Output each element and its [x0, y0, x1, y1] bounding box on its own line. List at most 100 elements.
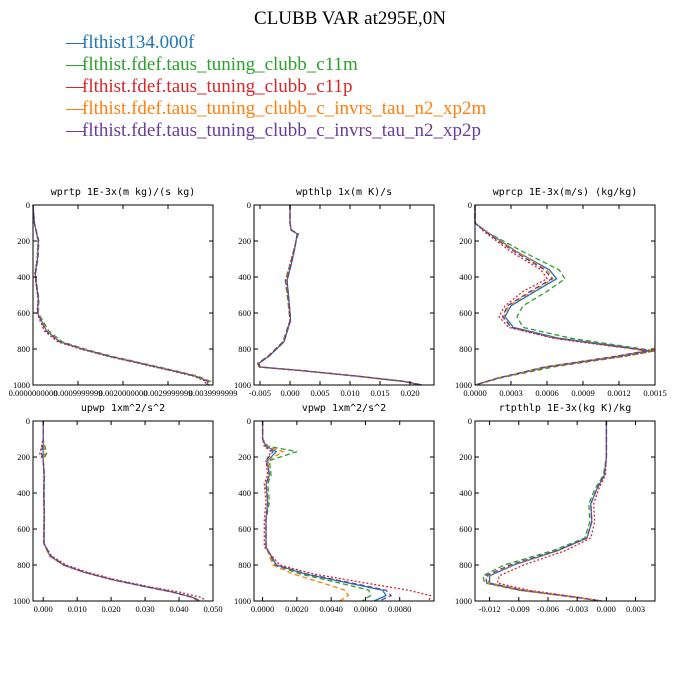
- series-line: [474, 205, 646, 386]
- legend-item: —flthist.fdef.taus_tuning_clubb_c11p: [66, 76, 486, 98]
- y-tick-label: 800: [459, 344, 472, 354]
- legend-label: flthist134.000f: [82, 32, 195, 53]
- x-tick-label: 0.0000000000: [9, 388, 58, 398]
- x-tick-label: 0.0040: [319, 604, 342, 614]
- subplot: wprcp 1E-3x(m/s) (kg/kg) 0 200 400 600 800 100…: [455, 187, 667, 398]
- legend-label: flthist.fdef.taus_tuning_clubb_c_invrs_t…: [82, 120, 481, 141]
- series-line: [42, 421, 200, 602]
- y-tick-label: 200: [238, 452, 251, 462]
- x-tick-label: -0.005: [249, 388, 271, 398]
- subplot-title: wprcp 1E-3x(m/s) (kg/kg): [493, 187, 638, 198]
- x-tick-label: 0.003: [626, 604, 645, 614]
- x-tick-label: 0.010: [340, 388, 359, 398]
- series-line: [261, 421, 393, 602]
- y-tick-label: 600: [238, 524, 251, 534]
- subplot-title: upwp 1xm^2/s^2: [81, 403, 165, 414]
- legend-item: —flthist.fdef.taus_tuning_clubb_c11m: [66, 54, 486, 76]
- legend-item: —flthist134.000f: [66, 32, 486, 54]
- series-line: [39, 421, 207, 602]
- x-tick-label: 0.0029999999: [144, 388, 193, 398]
- series-line: [261, 421, 432, 602]
- series-line: [482, 421, 608, 602]
- series-line: [486, 421, 608, 602]
- x-tick-label: 0.0060: [354, 604, 377, 614]
- x-tick-label: 0.0015: [643, 388, 666, 398]
- subplot: upwp 1xm^2/s^2 0 200 400 600 800 1000 0.000 0.01…: [13, 403, 223, 614]
- series-line: [484, 421, 608, 602]
- y-tick-label: 400: [459, 488, 472, 498]
- x-tick-label: 0.015: [370, 388, 389, 398]
- subplot-title: wpthlp 1x(m K)/s: [296, 187, 392, 198]
- y-tick-label: 0: [26, 200, 30, 210]
- series-line: [474, 205, 656, 386]
- series-line: [40, 421, 201, 602]
- y-tick-label: 800: [238, 344, 251, 354]
- subplot: wpthlp 1x(m K)/s 0 200 400 600 800 1000-0.005 0…: [234, 187, 435, 398]
- y-tick-label: 800: [459, 560, 472, 570]
- x-tick-label: 0.030: [136, 604, 155, 614]
- y-tick-label: 1000: [13, 596, 30, 606]
- y-tick-label: 400: [459, 272, 472, 282]
- subplot: rtpthlp 1E-3x(kg K)/kg 0 200 400 600 800 1000 -…: [455, 403, 656, 614]
- y-tick-label: 800: [17, 560, 30, 570]
- plot-frame: [474, 204, 656, 386]
- series-line: [488, 421, 608, 602]
- y-tick-label: 400: [17, 272, 30, 282]
- legend-item: —flthist.fdef.taus_tuning_clubb_c_invrs_…: [66, 120, 486, 142]
- y-tick-label: 0: [247, 200, 251, 210]
- legend-swatch: —: [66, 54, 85, 75]
- y-tick-label: 1000: [234, 380, 251, 390]
- x-tick-label: 0.010: [68, 604, 87, 614]
- y-tick-label: 600: [17, 524, 30, 534]
- subplot-title: wprtp 1E-3x(m kg)/(s kg): [51, 187, 196, 198]
- x-tick-label: 0.0020000000: [99, 388, 148, 398]
- x-tick-label: 0.0012: [607, 388, 630, 398]
- x-tick-label: 0.0000: [463, 388, 486, 398]
- x-tick-label: -0.003: [566, 604, 588, 614]
- series-line: [261, 421, 372, 602]
- x-tick-label: 0.0006: [535, 388, 558, 398]
- y-tick-label: 800: [17, 344, 30, 354]
- x-tick-label: -0.009: [508, 604, 530, 614]
- x-tick-label: 0.000: [597, 604, 616, 614]
- legend-swatch: —: [66, 120, 85, 141]
- y-tick-label: 1000: [455, 596, 472, 606]
- series-line: [42, 421, 201, 602]
- y-tick-label: 600: [17, 308, 30, 318]
- plot-frame: [32, 204, 214, 386]
- y-tick-label: 0: [26, 416, 30, 426]
- series-line: [474, 205, 656, 386]
- legend: —flthist134.000f —flthist.fdef.taus_tuni…: [66, 32, 486, 142]
- legend-label: flthist.fdef.taus_tuning_clubb_c11m: [82, 54, 358, 75]
- x-tick-label: 0.005: [310, 388, 329, 398]
- x-tick-label: 0.0000: [251, 604, 274, 614]
- plot-frame: [32, 420, 214, 602]
- plot-frame: [253, 420, 435, 602]
- y-tick-label: 600: [459, 524, 472, 534]
- series-line: [474, 205, 650, 386]
- legend-label: flthist.fdef.taus_tuning_clubb_c_invrs_t…: [82, 98, 487, 119]
- figure-title: CLUBB VAR at295E,0N: [254, 8, 446, 29]
- y-tick-label: 0: [468, 416, 472, 426]
- x-tick-label: 0.0009999999: [54, 388, 103, 398]
- subplot-title: rtpthlp 1E-3x(kg K)/kg: [499, 403, 631, 414]
- legend-swatch: —: [66, 98, 85, 119]
- x-tick-label: 0.0003: [499, 388, 522, 398]
- y-tick-label: 200: [459, 452, 472, 462]
- x-tick-label: 0.040: [169, 604, 188, 614]
- subplot: wprtp 1E-3x(m kg)/(s kg) 0 200 400 600 800 100…: [9, 187, 238, 398]
- x-tick-label: 0.0039999999: [189, 388, 238, 398]
- y-tick-label: 1000: [13, 380, 30, 390]
- series-line: [258, 205, 423, 386]
- series-line: [257, 205, 422, 386]
- x-tick-label: 0.000: [280, 388, 299, 398]
- series-line: [474, 205, 647, 386]
- x-tick-label: 0.020: [102, 604, 121, 614]
- y-tick-label: 400: [17, 488, 30, 498]
- y-tick-label: 1000: [234, 596, 251, 606]
- x-tick-label: 0.0020: [285, 604, 308, 614]
- legend-swatch: —: [66, 32, 85, 53]
- x-tick-label: 0.000: [34, 604, 53, 614]
